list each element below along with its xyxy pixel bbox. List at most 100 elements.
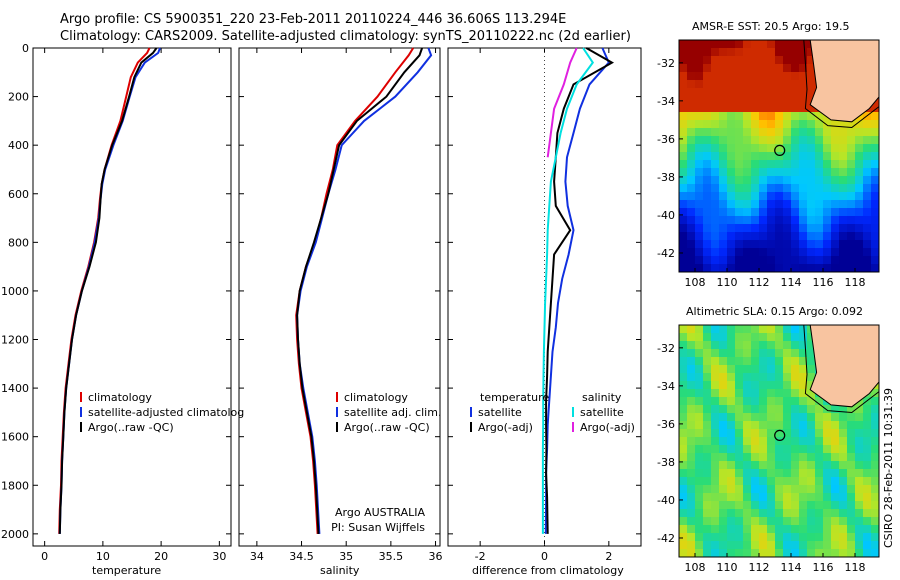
map-cell (751, 373, 759, 381)
map-cell (855, 485, 863, 493)
map-cell (751, 224, 759, 232)
map-cell (775, 469, 783, 477)
map-cell (847, 461, 855, 469)
map-cell (783, 549, 791, 557)
map-cell (807, 477, 815, 485)
map-cell (783, 256, 791, 264)
y-tick-label: -38 (657, 456, 675, 469)
map-cell (687, 112, 695, 120)
map-cell (839, 469, 847, 477)
map-cell (711, 192, 719, 200)
map-cell (751, 421, 759, 429)
map-cell (687, 144, 695, 152)
map-cell (847, 144, 855, 152)
map-cell (871, 160, 879, 168)
map-cell (775, 533, 783, 541)
map-cell (839, 541, 847, 549)
map-cell (775, 72, 783, 80)
map-cell (775, 64, 783, 72)
map-cell (847, 184, 855, 192)
x-tick-label: 112 (749, 561, 770, 574)
map-cell (711, 216, 719, 224)
map-cell (823, 192, 831, 200)
map-cell (855, 136, 863, 144)
map-cell (687, 325, 695, 333)
map-cell (863, 144, 871, 152)
map-cell (863, 248, 871, 256)
map-cell (751, 256, 759, 264)
map-cell (767, 373, 775, 381)
map-cell (751, 168, 759, 176)
map-cell (679, 72, 687, 80)
map-cell (759, 509, 767, 517)
map-cell (823, 445, 831, 453)
map-cell (767, 264, 775, 272)
map-cell (695, 160, 703, 168)
map-cell (743, 96, 751, 104)
map-cell (759, 176, 767, 184)
map-cell (839, 525, 847, 533)
map-cell (695, 120, 703, 128)
map-cell (703, 509, 711, 517)
map-cell (703, 381, 711, 389)
map-cell (759, 325, 767, 333)
map-cell (759, 349, 767, 357)
map-cell (687, 136, 695, 144)
map-cell (719, 413, 727, 421)
map-cell (839, 120, 847, 128)
map-cell (679, 429, 687, 437)
map-cell (823, 453, 831, 461)
map-cell (711, 232, 719, 240)
map-cell (839, 168, 847, 176)
map-cell (719, 40, 727, 48)
map-cell (735, 373, 743, 381)
map-cell (823, 160, 831, 168)
map-cell (775, 493, 783, 501)
map-cell (743, 152, 751, 160)
map-cell (759, 397, 767, 405)
map-cell (751, 461, 759, 469)
map-cell (727, 264, 735, 272)
map-cell (831, 160, 839, 168)
map-cell (775, 437, 783, 445)
map-cell (767, 224, 775, 232)
map-cell (783, 168, 791, 176)
map-cell (759, 357, 767, 365)
map-cell (719, 136, 727, 144)
map-cell (743, 477, 751, 485)
map-cell (799, 72, 807, 80)
map-cell (807, 136, 815, 144)
map-cell (687, 493, 695, 501)
map-cell (775, 240, 783, 248)
map-cell (719, 349, 727, 357)
map-cell (703, 64, 711, 72)
map-cell (767, 453, 775, 461)
map-cell (759, 112, 767, 120)
map-cell (695, 509, 703, 517)
map-cell (679, 373, 687, 381)
map-cell (807, 160, 815, 168)
map-cell (679, 469, 687, 477)
map-cell (767, 192, 775, 200)
map-cell (807, 445, 815, 453)
map-cell (767, 184, 775, 192)
map-cell (871, 461, 879, 469)
map-cell (735, 429, 743, 437)
map-cell (743, 88, 751, 96)
map-cell (727, 469, 735, 477)
map-cell (727, 200, 735, 208)
map-cell (743, 56, 751, 64)
map-cell (703, 389, 711, 397)
map-cell (847, 248, 855, 256)
map-cell (783, 208, 791, 216)
map-cell (695, 413, 703, 421)
map-cell (735, 240, 743, 248)
map-cell (823, 477, 831, 485)
map-cell (727, 525, 735, 533)
map-cell (679, 525, 687, 533)
map-cell (695, 64, 703, 72)
map-cell (815, 453, 823, 461)
map-cell (807, 429, 815, 437)
map-cell (751, 48, 759, 56)
map-cell (791, 349, 799, 357)
